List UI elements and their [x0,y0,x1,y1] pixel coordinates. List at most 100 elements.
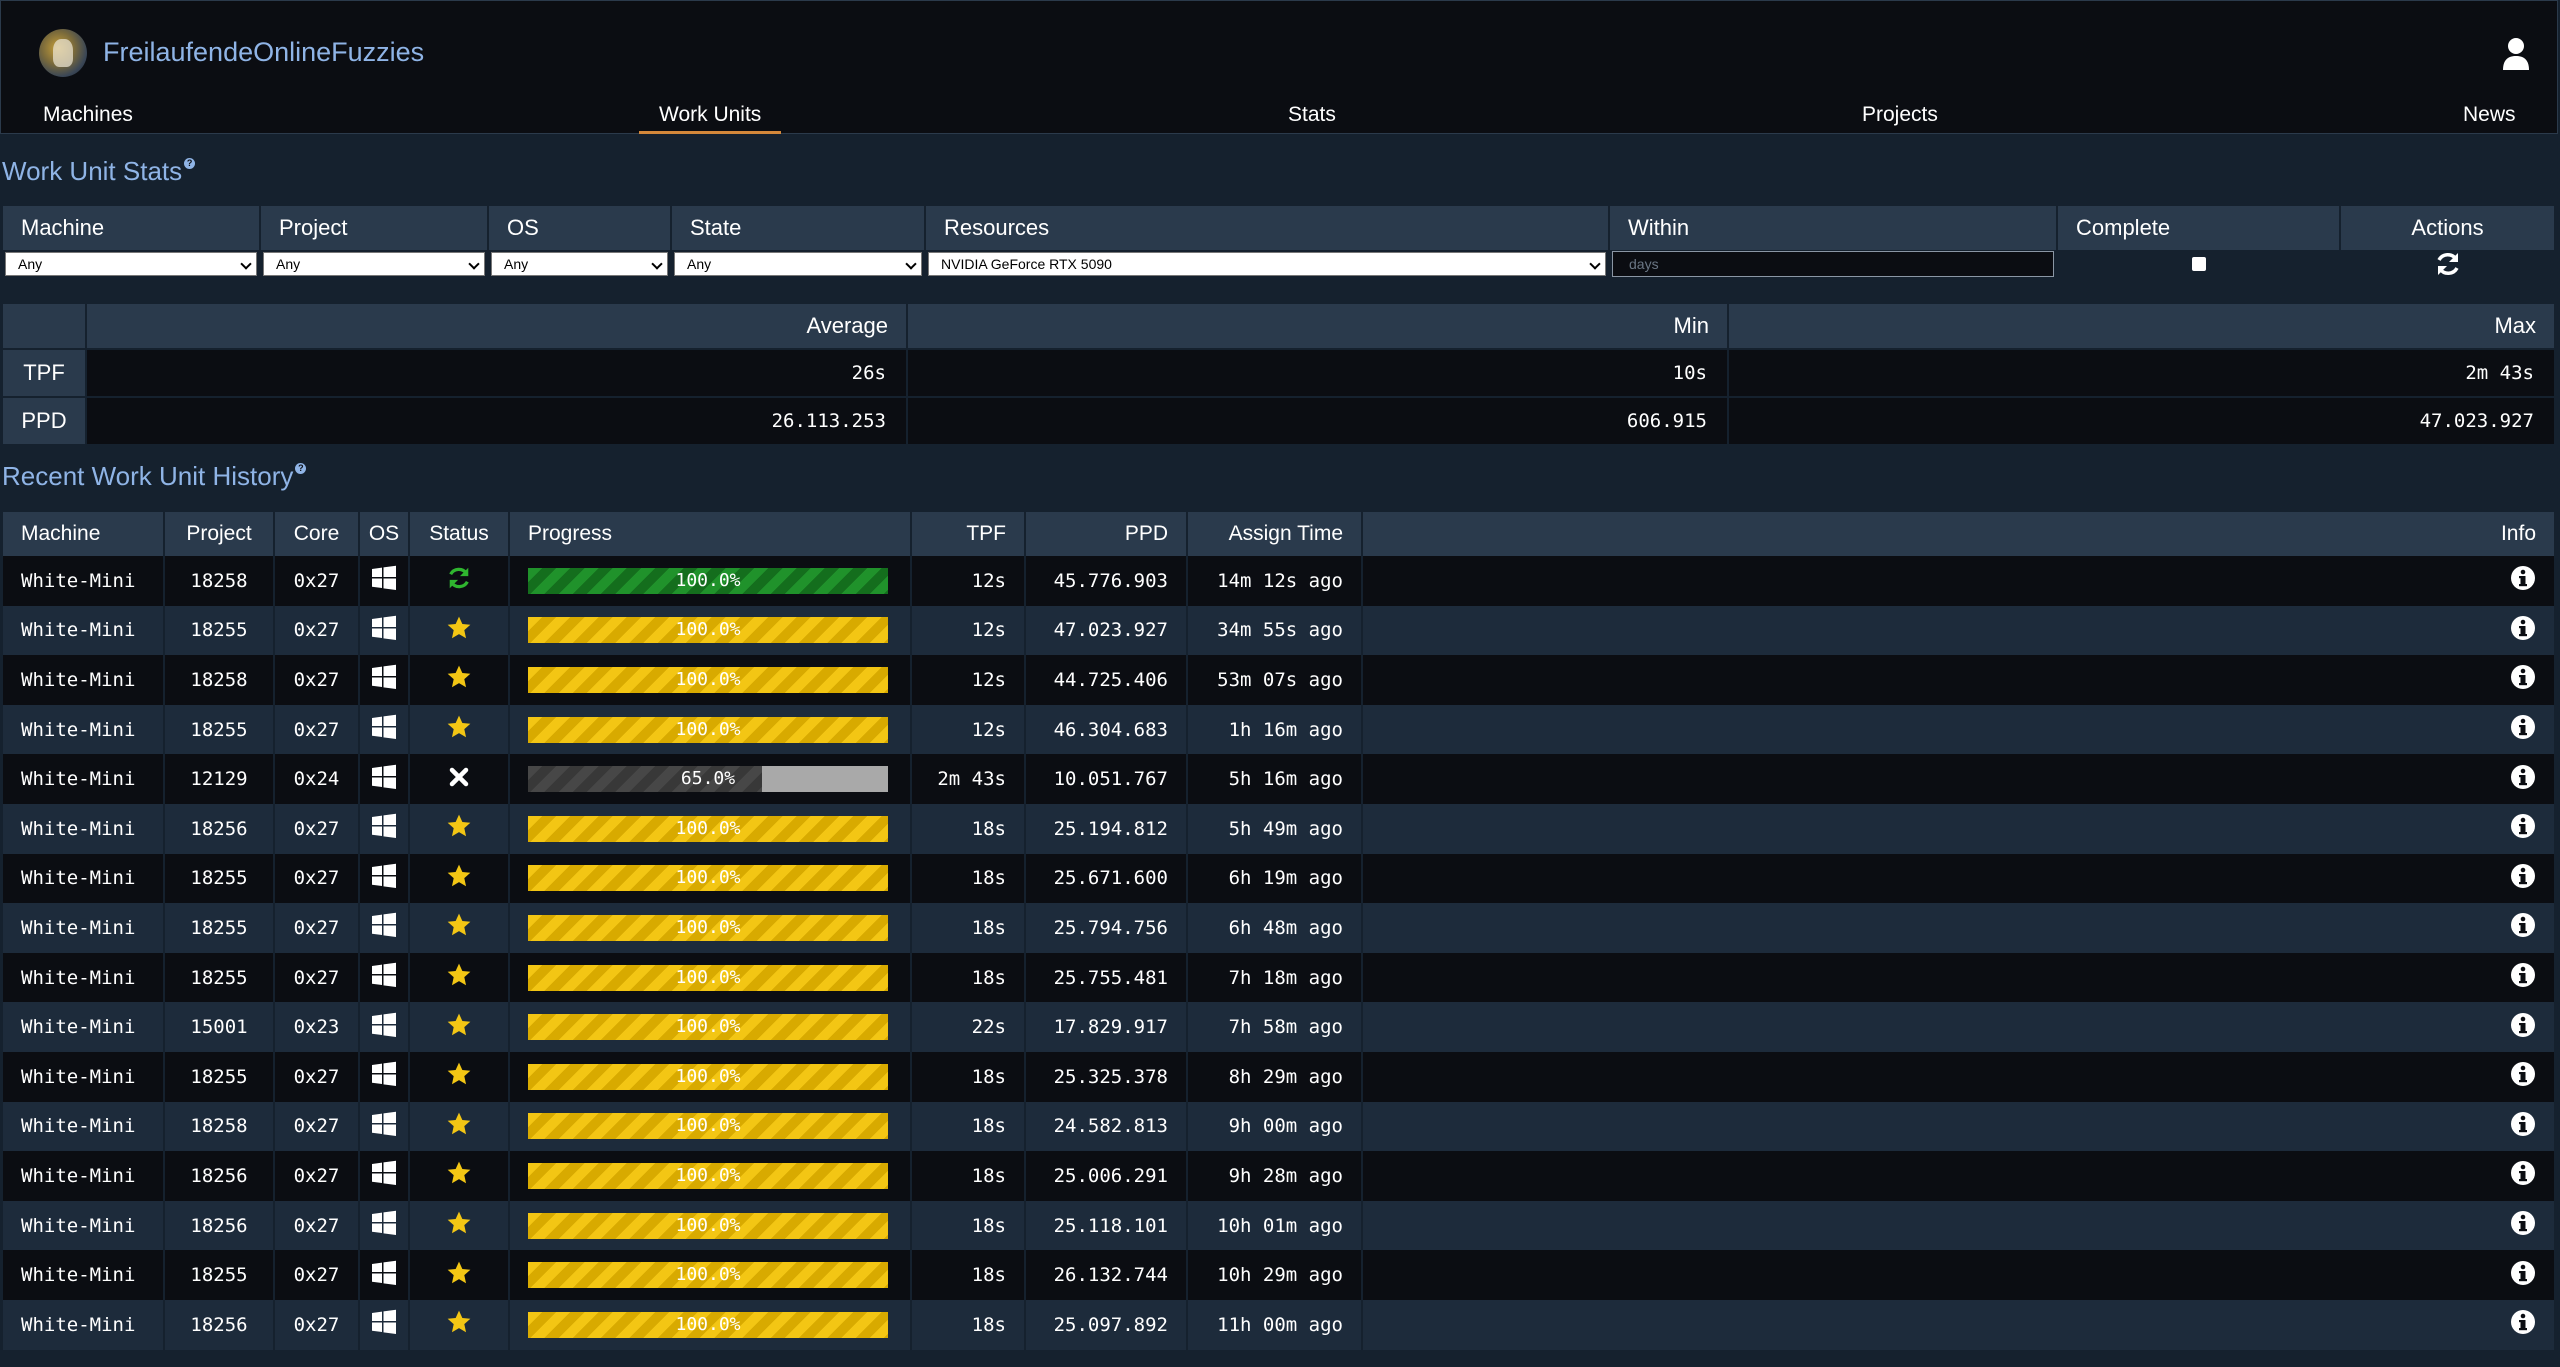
info-icon[interactable] [2510,1061,2536,1092]
info-icon[interactable] [2510,912,2536,943]
table-row[interactable]: White-Mini 18256 0x27 100.0% 18s 25.118.101 10… [3,1200,2556,1251]
cell-project[interactable]: 18255 [164,1051,275,1102]
cell-core: 0x27 [274,1200,360,1251]
table-row[interactable]: White-Mini 18255 0x27 100.0% 12s 46.304.683 1h… [3,704,2556,755]
cell-machine[interactable]: White-Mini [3,1299,165,1350]
cell-machine[interactable]: White-Mini [3,1101,165,1152]
cell-project[interactable]: 18255 [164,853,275,904]
progress-fill [528,914,888,941]
table-row[interactable]: White-Mini 18258 0x27 100.0% 12s 44.725.406 53… [3,655,2556,705]
cell-project[interactable]: 18255 [164,704,275,755]
cell-machine[interactable]: White-Mini [3,605,165,656]
table-row[interactable]: White-Mini 18255 0x27 100.0% 12s 47.023.927 34… [3,605,2556,656]
table-row[interactable]: White-Mini 15001 0x23 100.0% 22s 17.829.917 7h… [3,1002,2556,1052]
nav-news[interactable]: News [2463,103,2516,126]
cell-project[interactable]: 18256 [164,1299,275,1350]
cell-tpf: 18s [911,1051,1026,1102]
cell-project[interactable]: 18255 [164,952,275,1003]
info-icon[interactable] [2510,863,2536,894]
refresh-icon[interactable] [2434,250,2462,278]
cell-machine[interactable]: White-Mini [3,1250,165,1300]
cell-project[interactable]: 18255 [164,903,275,953]
history-header-project[interactable]: Project [164,512,275,556]
help-icon[interactable]: ? [184,158,196,169]
table-row[interactable]: White-Mini 18258 0x27 100.0% 18s 24.582.813 9h… [3,1101,2556,1152]
cell-machine[interactable]: White-Mini [3,754,165,804]
info-icon[interactable] [2510,1012,2536,1043]
cell-machine[interactable]: White-Mini [3,704,165,755]
cell-project[interactable]: 18258 [164,655,275,705]
table-row[interactable]: White-Mini 18258 0x27 100.0% 12s 45.776.903 14… [3,556,2556,606]
table-row[interactable]: White-Mini 18255 0x27 100.0% 18s 26.132.744 10… [3,1250,2556,1300]
history-header-tpf[interactable]: TPF [911,512,1026,556]
cell-machine[interactable]: White-Mini [3,1151,165,1201]
table-row[interactable]: White-Mini 18255 0x27 100.0% 18s 25.755.481 7h… [3,952,2556,1003]
cell-progress: 65.0% [509,754,912,804]
nav-work-units[interactable]: Work Units [639,103,782,134]
cell-project[interactable]: 18255 [164,605,275,656]
complete-checkbox[interactable] [2191,257,2206,271]
nav-projects[interactable]: Projects [1862,103,1938,126]
table-row[interactable]: White-Mini 18255 0x27 100.0% 18s 25.671.600 6h… [3,853,2556,904]
info-icon[interactable] [2510,1111,2536,1142]
machine-select[interactable]: Any [5,252,257,276]
user-icon[interactable] [2501,37,2531,71]
cell-machine[interactable]: White-Mini [3,1051,165,1102]
table-row[interactable]: White-Mini 18256 0x27 100.0% 18s 25.194.812 5h… [3,803,2556,854]
cell-project[interactable]: 18256 [164,1200,275,1251]
cell-project[interactable]: 18258 [164,1101,275,1152]
nav-machines[interactable]: Machines [43,103,133,126]
cell-project[interactable]: 18256 [164,1151,275,1201]
cell-core: 0x27 [274,655,360,705]
history-header-status[interactable]: Status [409,512,510,556]
history-header-progress[interactable]: Progress [509,512,912,556]
cell-project[interactable]: 15001 [164,1002,275,1052]
cell-machine[interactable]: White-Mini [3,556,165,606]
cell-machine[interactable]: White-Mini [3,853,165,904]
cell-machine[interactable]: White-Mini [3,655,165,705]
history-header-os[interactable]: OS [359,512,410,556]
cell-machine[interactable]: White-Mini [3,803,165,854]
cell-machine[interactable]: White-Mini [3,903,165,953]
cell-machine[interactable]: White-Mini [3,952,165,1003]
cell-project[interactable]: 18258 [164,556,275,606]
info-icon[interactable] [2510,1260,2536,1291]
table-row[interactable]: White-Mini 18255 0x27 100.0% 18s 25.325.378 8h… [3,1051,2556,1102]
help-icon[interactable]: ? [295,463,307,474]
history-header-ppd[interactable]: PPD [1025,512,1188,556]
brand-title[interactable]: FreilaufendeOnlineFuzzies [103,37,425,67]
info-icon[interactable] [2510,1160,2536,1191]
history-header-core[interactable]: Core [274,512,360,556]
resources-select[interactable]: NVIDIA GeForce RTX 5090 [928,252,1606,276]
history-header-machine[interactable]: Machine [3,512,165,556]
cell-project[interactable]: 18256 [164,803,275,854]
info-icon[interactable] [2510,565,2536,596]
info-icon[interactable] [2510,615,2536,646]
table-row[interactable]: White-Mini 18255 0x27 100.0% 18s 25.794.756 6h… [3,903,2556,953]
os-select[interactable]: Any [491,252,668,276]
info-icon[interactable] [2510,813,2536,844]
cell-machine[interactable]: White-Mini [3,1200,165,1251]
history-header-info: Info [1362,512,2556,556]
cell-os [359,853,410,904]
info-icon[interactable] [2510,764,2536,795]
table-row[interactable]: White-Mini 18256 0x27 100.0% 18s 25.097.892 11… [3,1299,2556,1350]
history-header-assign-time[interactable]: Assign Time [1187,512,1363,556]
within-days-input[interactable]: days [1612,251,2054,277]
progress-fill [528,716,888,743]
info-icon[interactable] [2510,962,2536,993]
info-icon[interactable] [2510,1210,2536,1241]
info-icon[interactable] [2510,664,2536,695]
cell-project[interactable]: 18255 [164,1250,275,1300]
table-row[interactable]: White-Mini 12129 0x24 65.0% 2m 43s 10.051.767… [3,754,2556,804]
info-icon[interactable] [2510,714,2536,745]
state-select[interactable]: Any [674,252,922,276]
project-select[interactable]: Any [263,252,485,276]
cell-progress: 100.0% [509,1151,912,1201]
nav-stats[interactable]: Stats [1288,103,1336,126]
team-logo[interactable] [39,29,87,77]
table-row[interactable]: White-Mini 18256 0x27 100.0% 18s 25.006.291 9h… [3,1151,2556,1201]
cell-project[interactable]: 12129 [164,754,275,804]
info-icon[interactable] [2510,1309,2536,1340]
cell-machine[interactable]: White-Mini [3,1002,165,1052]
